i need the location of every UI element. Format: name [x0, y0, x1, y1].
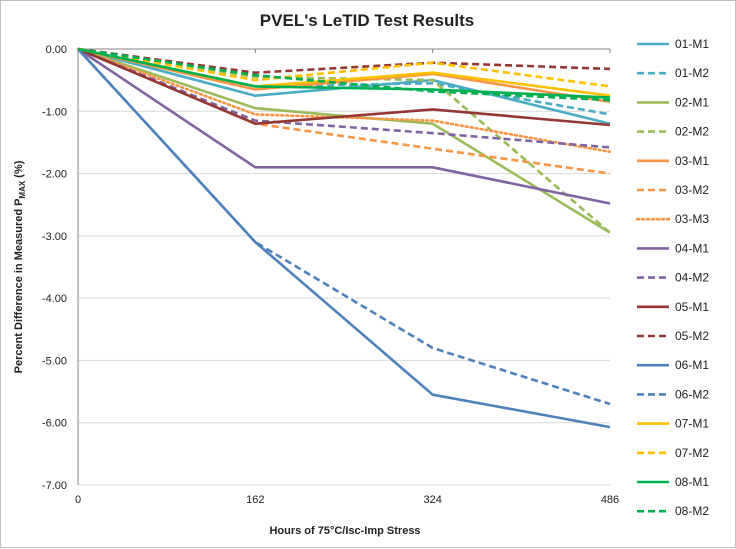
- y-axis-title-subscript: MAX: [18, 180, 27, 198]
- series-line-03-m2: [77, 47, 611, 175]
- plot-area-series: [76, 47, 612, 429]
- legend-label-05-m1: 05-M1: [675, 300, 709, 314]
- x-tick-label: 324: [423, 494, 441, 506]
- series-line-08-m1: [77, 47, 611, 99]
- y-axis-title: Percent Difference in Measured PMAX (%): [13, 160, 27, 373]
- legend-label-03-m3: 03-M3: [675, 212, 709, 226]
- legend-label-04-m2: 04-M2: [675, 271, 709, 285]
- series-line-06-m2: [77, 48, 611, 406]
- legend: 01-M1 01-M2 02-M1 02-M2 03-M1 03-M2 03-M3 04-M1…: [635, 37, 709, 518]
- y-tick-label: -1.00: [42, 106, 67, 118]
- y-axis-title-main: Percent Difference in Measured P: [13, 199, 25, 374]
- legend-label-03-m1: 03-M1: [675, 154, 709, 168]
- series-line-05-m1: [77, 47, 611, 127]
- x-tick-label: 486: [601, 494, 619, 506]
- legend-label-07-m1: 07-M1: [675, 417, 709, 431]
- series-line-08-m2: [77, 47, 611, 102]
- x-tick-label: 162: [246, 494, 264, 506]
- y-tick-label: -6.00: [42, 418, 67, 430]
- series-line-03-m1: [77, 47, 611, 104]
- legend-label-06-m1: 06-M1: [675, 358, 709, 372]
- legend-label-06-m2: 06-M2: [675, 387, 709, 401]
- series-line-04-m1: [77, 47, 611, 205]
- series-line-07-m2: [77, 47, 611, 88]
- legend-label-01-m2: 01-M2: [675, 66, 709, 80]
- x-tick-label: 0: [75, 494, 81, 506]
- series-line-06-m1: [77, 48, 611, 429]
- legend-label-08-m1: 08-M1: [675, 475, 709, 489]
- x-axis-title: Hours of 75°C/Isc-Imp Stress: [269, 525, 420, 537]
- chart-title: PVEL's LeTID Test Results: [260, 11, 474, 30]
- y-tick-label: -3.00: [42, 231, 67, 243]
- y-tick-label: -2.00: [42, 169, 67, 181]
- legend-label-08-m2: 08-M2: [675, 504, 709, 518]
- legend-label-02-m2: 02-M2: [675, 125, 709, 139]
- y-tick-label: -5.00: [42, 355, 67, 367]
- legend-label-07-m2: 07-M2: [675, 446, 709, 460]
- y-axis-title-unit: (%): [13, 160, 25, 181]
- gridlines: [78, 110, 610, 486]
- legend-label-03-m2: 03-M2: [675, 183, 709, 197]
- legend-label-05-m2: 05-M2: [675, 329, 709, 343]
- series-line-04-m2: [77, 47, 611, 149]
- legend-label-01-m1: 01-M1: [675, 37, 709, 51]
- axes: 0.00 -1.00 -2.00 -3.00 -4.00 -5.00 -6.00 -7.00 0…: [42, 44, 619, 506]
- y-tick-label: -7.00: [42, 480, 67, 492]
- legend-label-02-m1: 02-M1: [675, 95, 709, 109]
- y-tick-label: 0.00: [46, 44, 67, 56]
- y-tick-label: -4.00: [42, 293, 67, 305]
- legend-label-04-m1: 04-M1: [675, 241, 709, 255]
